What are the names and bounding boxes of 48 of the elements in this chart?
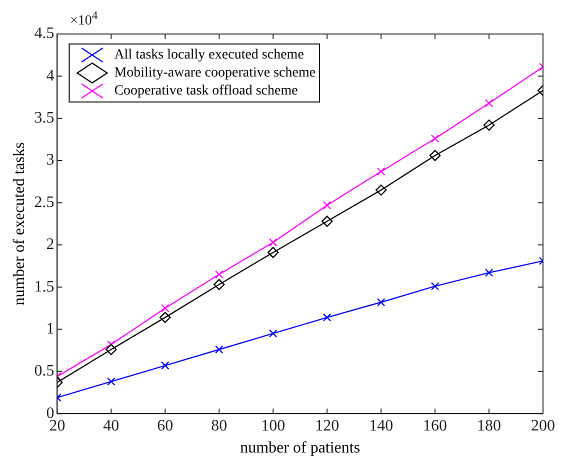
text: ×10$^{4}$ (70, 8, 98, 30)
point (429, 150, 441, 162)
point (107, 377, 116, 386)
point (322, 201, 332, 210)
x-tick-label: 100 (261, 417, 286, 434)
point (484, 99, 494, 108)
point (430, 134, 440, 143)
x-tick-label: 160 (423, 417, 448, 434)
point (322, 313, 332, 322)
point (215, 345, 224, 354)
point (161, 304, 170, 312)
y-tick-label: 2 (46, 236, 54, 254)
point (106, 344, 117, 356)
x-tick-label: 20 (49, 417, 66, 434)
y-tick-label: 4 (46, 67, 54, 84)
y-tick-label: 0.5 (34, 362, 54, 380)
x-tick-label: 140 (369, 417, 394, 434)
point (268, 246, 279, 258)
point (376, 298, 386, 306)
point (483, 120, 495, 131)
y-tick-label: 2.5 (34, 194, 54, 211)
x-tick-label: 80 (211, 417, 228, 434)
x-tick-label: 60 (157, 417, 174, 434)
x-tick-label: 180 (477, 417, 502, 434)
y-tick-label: 3.5 (34, 110, 54, 127)
y-tick-label: 1 (46, 320, 54, 338)
point (484, 268, 494, 277)
y-tick-label: 3 (46, 152, 54, 169)
x-tick-label: 40 (103, 417, 120, 434)
legend-label: All tasks locally executed scheme (114, 48, 304, 63)
x-tick-label: 120 (315, 417, 340, 434)
x-axis-title: number of patients (240, 440, 360, 457)
x-tick-label: 200 (531, 417, 555, 434)
point (268, 238, 278, 246)
point (214, 278, 225, 290)
point (375, 184, 387, 196)
y-axis-title: number of executed tasks (10, 142, 28, 306)
y-tick-label: 4.5 (34, 25, 54, 42)
y-tick-label: 1.5 (34, 278, 54, 296)
point (430, 282, 440, 290)
point (161, 361, 170, 370)
point (321, 216, 333, 227)
point (268, 329, 278, 338)
point (376, 167, 386, 176)
legend-label: Cooperative task offload scheme (114, 84, 298, 99)
point (160, 312, 171, 324)
legend-label: Mobility-aware cooperative scheme (114, 66, 316, 81)
point (215, 270, 224, 279)
